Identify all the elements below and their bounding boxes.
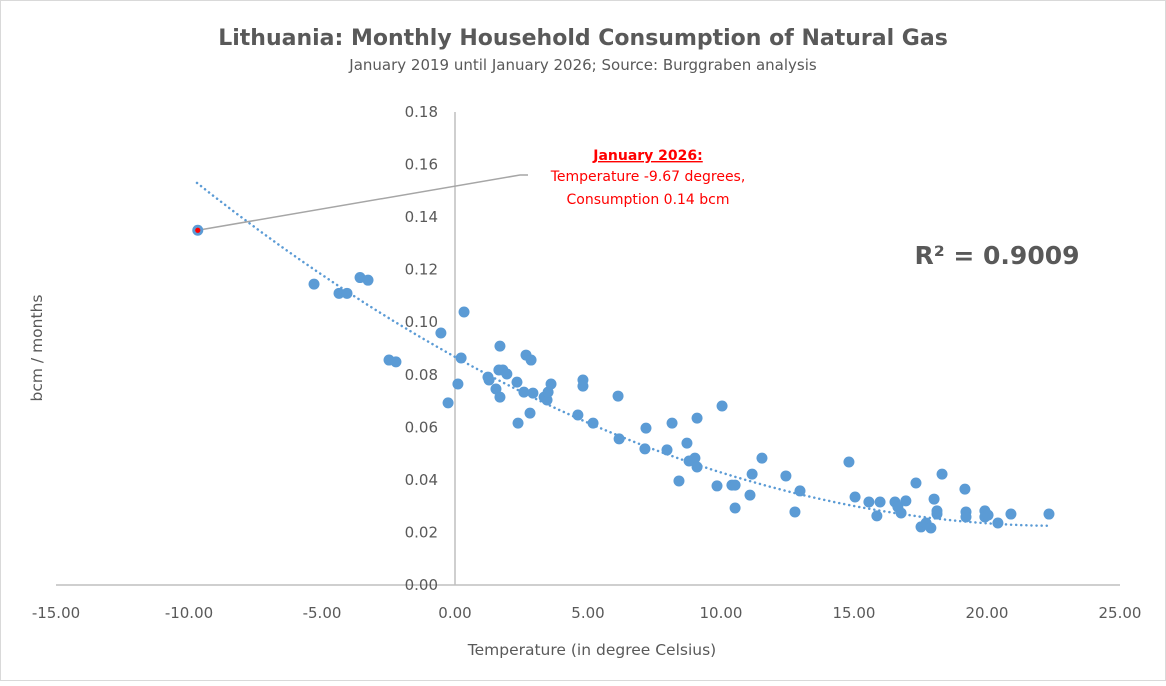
data-point bbox=[1043, 508, 1055, 520]
data-point bbox=[494, 391, 506, 403]
y-tick-label: 0.00 bbox=[405, 576, 438, 594]
data-point bbox=[612, 390, 624, 402]
data-point bbox=[435, 327, 447, 339]
data-point bbox=[613, 433, 625, 445]
data-point bbox=[931, 505, 943, 517]
data-point bbox=[874, 496, 886, 508]
y-tick-label: 0.10 bbox=[405, 313, 438, 331]
data-point bbox=[689, 452, 701, 464]
data-point bbox=[729, 479, 741, 491]
data-point bbox=[490, 383, 502, 395]
data-point bbox=[501, 368, 513, 380]
data-point bbox=[524, 407, 536, 419]
data-point bbox=[483, 374, 495, 386]
y-tick-label: 0.08 bbox=[405, 366, 438, 384]
data-point bbox=[716, 400, 728, 412]
data-point bbox=[640, 422, 652, 434]
data-point bbox=[458, 306, 470, 318]
x-tick-label: 15.00 bbox=[833, 604, 876, 622]
data-point bbox=[691, 412, 703, 424]
data-point bbox=[756, 452, 768, 464]
data-point bbox=[362, 274, 374, 286]
data-point bbox=[1005, 508, 1017, 520]
data-point bbox=[545, 378, 557, 390]
data-point bbox=[729, 502, 741, 514]
data-point bbox=[577, 380, 589, 392]
y-tick-label: 0.14 bbox=[405, 208, 438, 226]
data-point bbox=[744, 489, 756, 501]
data-point bbox=[673, 475, 685, 487]
data-point bbox=[925, 522, 937, 534]
y-tick-label: 0.12 bbox=[405, 261, 438, 279]
data-point bbox=[863, 496, 875, 508]
data-point bbox=[936, 468, 948, 480]
data-point bbox=[666, 417, 678, 429]
x-tick-label: 25.00 bbox=[1099, 604, 1142, 622]
data-point bbox=[711, 480, 723, 492]
x-tick-label: -5.00 bbox=[303, 604, 342, 622]
data-point bbox=[661, 444, 673, 456]
data-point bbox=[959, 483, 971, 495]
data-point bbox=[895, 507, 907, 519]
data-point bbox=[789, 506, 801, 518]
data-point bbox=[333, 287, 345, 299]
data-point bbox=[390, 356, 402, 368]
chart-title: Lithuania: Monthly Household Consumption… bbox=[218, 26, 948, 51]
data-point bbox=[511, 376, 523, 388]
data-point bbox=[452, 378, 464, 390]
data-point bbox=[455, 352, 467, 364]
data-point bbox=[639, 443, 651, 455]
data-point bbox=[780, 470, 792, 482]
data-point bbox=[843, 456, 855, 468]
data-point bbox=[308, 278, 320, 290]
chart-subtitle: January 2019 until January 2026; Source:… bbox=[348, 56, 817, 74]
x-tick-label: 20.00 bbox=[966, 604, 1009, 622]
data-point bbox=[794, 485, 806, 497]
data-point bbox=[910, 477, 922, 489]
data-point bbox=[494, 340, 506, 352]
data-point bbox=[681, 437, 693, 449]
annotation-heading: January 2026: bbox=[592, 148, 703, 164]
data-point bbox=[871, 510, 883, 522]
y-axis-title: bcm / months bbox=[28, 295, 46, 402]
data-point bbox=[527, 387, 539, 399]
y-tick-label: 0.18 bbox=[405, 103, 438, 121]
data-point bbox=[746, 468, 758, 480]
x-tick-label: -15.00 bbox=[32, 604, 80, 622]
r-squared-label: R² = 0.9009 bbox=[914, 241, 1079, 270]
annotation-leader-line bbox=[197, 174, 528, 231]
data-point bbox=[572, 409, 584, 421]
data-point bbox=[900, 495, 912, 507]
data-point bbox=[341, 287, 353, 299]
y-tick-label: 0.04 bbox=[405, 471, 438, 489]
y-tick-label: 0.02 bbox=[405, 523, 438, 541]
data-point bbox=[849, 491, 861, 503]
data-point bbox=[960, 511, 972, 523]
data-point bbox=[512, 417, 524, 429]
data-point bbox=[518, 386, 530, 398]
highlight-point-marker bbox=[195, 227, 201, 233]
x-tick-label: -10.00 bbox=[165, 604, 213, 622]
annotation-line2: Consumption 0.14 bcm bbox=[566, 192, 729, 208]
data-point bbox=[525, 354, 537, 366]
data-point bbox=[982, 509, 994, 521]
data-point bbox=[587, 417, 599, 429]
x-tick-label: 10.00 bbox=[700, 604, 743, 622]
data-point bbox=[691, 461, 703, 473]
y-tick-label: 0.16 bbox=[405, 156, 438, 174]
data-point bbox=[992, 517, 1004, 529]
data-point bbox=[928, 493, 940, 505]
data-point bbox=[442, 397, 454, 409]
annotation-line1: Temperature -9.67 degrees, bbox=[550, 169, 746, 185]
x-axis-title: Temperature (in degree Celsius) bbox=[467, 641, 716, 659]
y-tick-label: 0.06 bbox=[405, 418, 438, 436]
x-tick-label: 0.00 bbox=[438, 604, 471, 622]
x-tick-label: 5.00 bbox=[571, 604, 604, 622]
